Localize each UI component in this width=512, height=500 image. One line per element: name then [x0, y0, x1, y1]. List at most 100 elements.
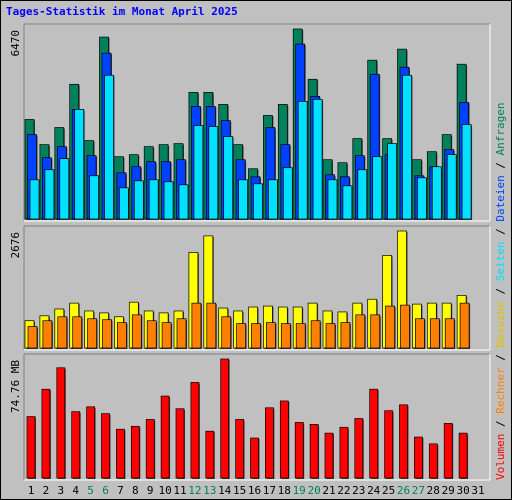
- x-tick-label: 1: [28, 484, 35, 497]
- bar: [459, 302, 470, 349]
- bar: [235, 419, 244, 479]
- bar: [253, 183, 263, 220]
- bar: [370, 314, 381, 349]
- bar: [119, 187, 129, 220]
- x-tick-label: 4: [72, 484, 79, 497]
- bar: [324, 432, 334, 479]
- bar: [414, 436, 423, 479]
- bar: [220, 358, 230, 479]
- bar: [266, 322, 276, 349]
- bar: [59, 158, 70, 220]
- bar: [74, 109, 85, 220]
- bar: [280, 323, 291, 349]
- bar: [400, 304, 410, 349]
- x-tick-label: 16: [248, 484, 261, 497]
- bar: [117, 322, 127, 349]
- x-tick-label: 22: [337, 484, 350, 497]
- bar: [357, 169, 368, 220]
- x-tick-label: 7: [117, 484, 124, 497]
- bar: [145, 419, 155, 479]
- y-tick-label: 6470: [9, 30, 22, 57]
- bar: [133, 180, 144, 220]
- legend-entry: Rechner: [494, 367, 507, 414]
- bar: [41, 388, 51, 479]
- bar: [223, 136, 234, 220]
- x-tick-label: 6: [102, 484, 109, 497]
- bar: [444, 318, 455, 349]
- bar: [191, 302, 202, 349]
- x-tick-label: 17: [263, 484, 276, 497]
- x-tick-label: 11: [173, 484, 186, 497]
- legend-separator: /: [494, 414, 507, 434]
- bar: [221, 316, 232, 349]
- x-tick-label: 14: [218, 484, 232, 497]
- x-tick-label: 26: [397, 484, 410, 497]
- x-tick-label: 2: [43, 484, 50, 497]
- x-tick-label: 20: [307, 484, 320, 497]
- bar: [340, 322, 351, 349]
- bar: [56, 367, 66, 479]
- bar: [130, 425, 140, 479]
- bar: [250, 437, 259, 479]
- x-tick-label: 8: [132, 484, 139, 497]
- legend-entry: Dateien: [494, 175, 507, 221]
- x-tick-label: 10: [158, 484, 171, 497]
- x-tick-label: 3: [57, 484, 64, 497]
- x-tick-label: 19: [293, 484, 306, 497]
- x-tick-label: 9: [147, 484, 154, 497]
- y-tick-label: 74.76 MB: [9, 360, 22, 413]
- x-tick-label: 15: [233, 484, 246, 497]
- bar: [354, 418, 364, 479]
- x-tick-label: 13: [203, 484, 216, 497]
- x-tick-label: 27: [412, 484, 425, 497]
- bar: [160, 395, 170, 479]
- bar: [29, 179, 40, 220]
- bar: [161, 322, 172, 349]
- x-tick-label: 23: [352, 484, 365, 497]
- bar: [342, 185, 353, 220]
- bar: [104, 74, 114, 220]
- bar: [265, 407, 274, 479]
- legend-separator: /: [494, 281, 507, 301]
- bar: [297, 101, 308, 220]
- bar: [431, 166, 442, 220]
- bar: [190, 382, 200, 479]
- legend-separator: /: [494, 348, 507, 368]
- bar: [42, 320, 53, 349]
- bar: [446, 154, 457, 220]
- legend: Volumen / Rechner / Besuche / Seiten / D…: [494, 102, 507, 480]
- x-tick-label: 5: [87, 484, 94, 497]
- bar: [369, 388, 379, 479]
- bar: [163, 181, 174, 220]
- bar: [176, 318, 187, 349]
- bar: [325, 323, 336, 349]
- bar: [268, 179, 278, 220]
- bar: [384, 410, 393, 479]
- x-tick-label: 29: [442, 484, 455, 497]
- x-tick-label: 28: [427, 484, 440, 497]
- x-tick-label: 21: [322, 484, 335, 497]
- bar: [57, 316, 68, 349]
- bar: [309, 424, 319, 479]
- bar: [443, 423, 453, 479]
- bar: [193, 125, 204, 220]
- bar: [372, 156, 383, 220]
- bar: [417, 177, 427, 220]
- x-tick-label: 24: [367, 484, 381, 497]
- x-tick-label: 30: [456, 484, 469, 497]
- bar: [282, 167, 293, 220]
- bar: [146, 320, 157, 349]
- bar: [428, 443, 438, 479]
- legend-entry: Besuche: [494, 301, 507, 347]
- legend-entry: Anfragen: [494, 102, 507, 155]
- bar: [327, 179, 338, 220]
- bar: [178, 184, 189, 220]
- legend-separator: /: [494, 155, 507, 175]
- bar: [385, 305, 395, 349]
- bar: [148, 179, 159, 220]
- bar: [87, 318, 97, 349]
- legend-entry: Volumen: [494, 434, 507, 480]
- bar: [399, 404, 408, 479]
